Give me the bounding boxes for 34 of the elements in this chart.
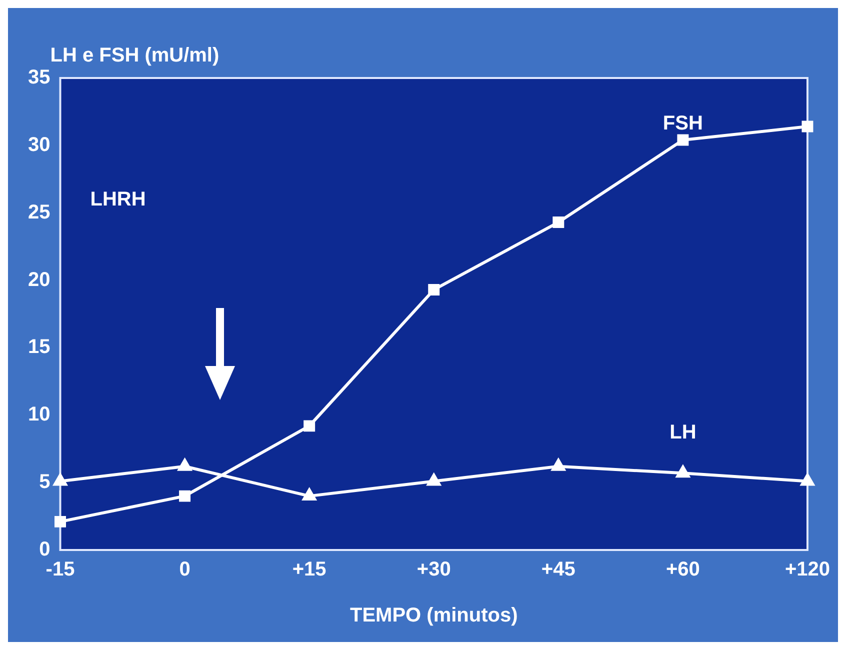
point [800,474,814,486]
x-axis-title: TEMPO (minutos) [350,604,518,627]
point [304,420,316,432]
series-label: LH [670,422,696,444]
y-tick-label: 10 [28,404,50,426]
point [677,134,689,146]
point [302,488,316,501]
x-tick-label: -15 [46,558,75,581]
series-label: FSH [662,112,703,135]
y-tick-label: 25 [28,201,50,224]
annotation: LHRH [90,188,146,211]
point [178,458,192,471]
point [552,216,564,228]
point [428,284,440,296]
x-tick-label: +45 [541,558,576,581]
point [54,516,66,528]
y-tick-label: 35 [28,66,50,89]
y-tick-label: 15 [28,336,50,358]
y-tick-label: 20 [28,268,50,291]
y-tick-label: 0 [39,538,50,561]
x-tick-label: 0 [179,558,190,581]
y-tick-label: 30 [28,134,50,156]
x-tick-label: +60 [666,558,700,581]
y-tick-label: 5 [39,471,50,494]
point [552,458,566,471]
x-tick-label: +15 [292,558,326,581]
x-tick-label: +30 [416,558,451,581]
point [179,490,191,502]
point [54,474,67,486]
point [802,120,814,132]
y-axis-title: LH e FSH (mU/ml) [50,44,220,67]
point [427,474,441,486]
x-tick-label: +120 [784,558,830,581]
point [676,466,690,478]
